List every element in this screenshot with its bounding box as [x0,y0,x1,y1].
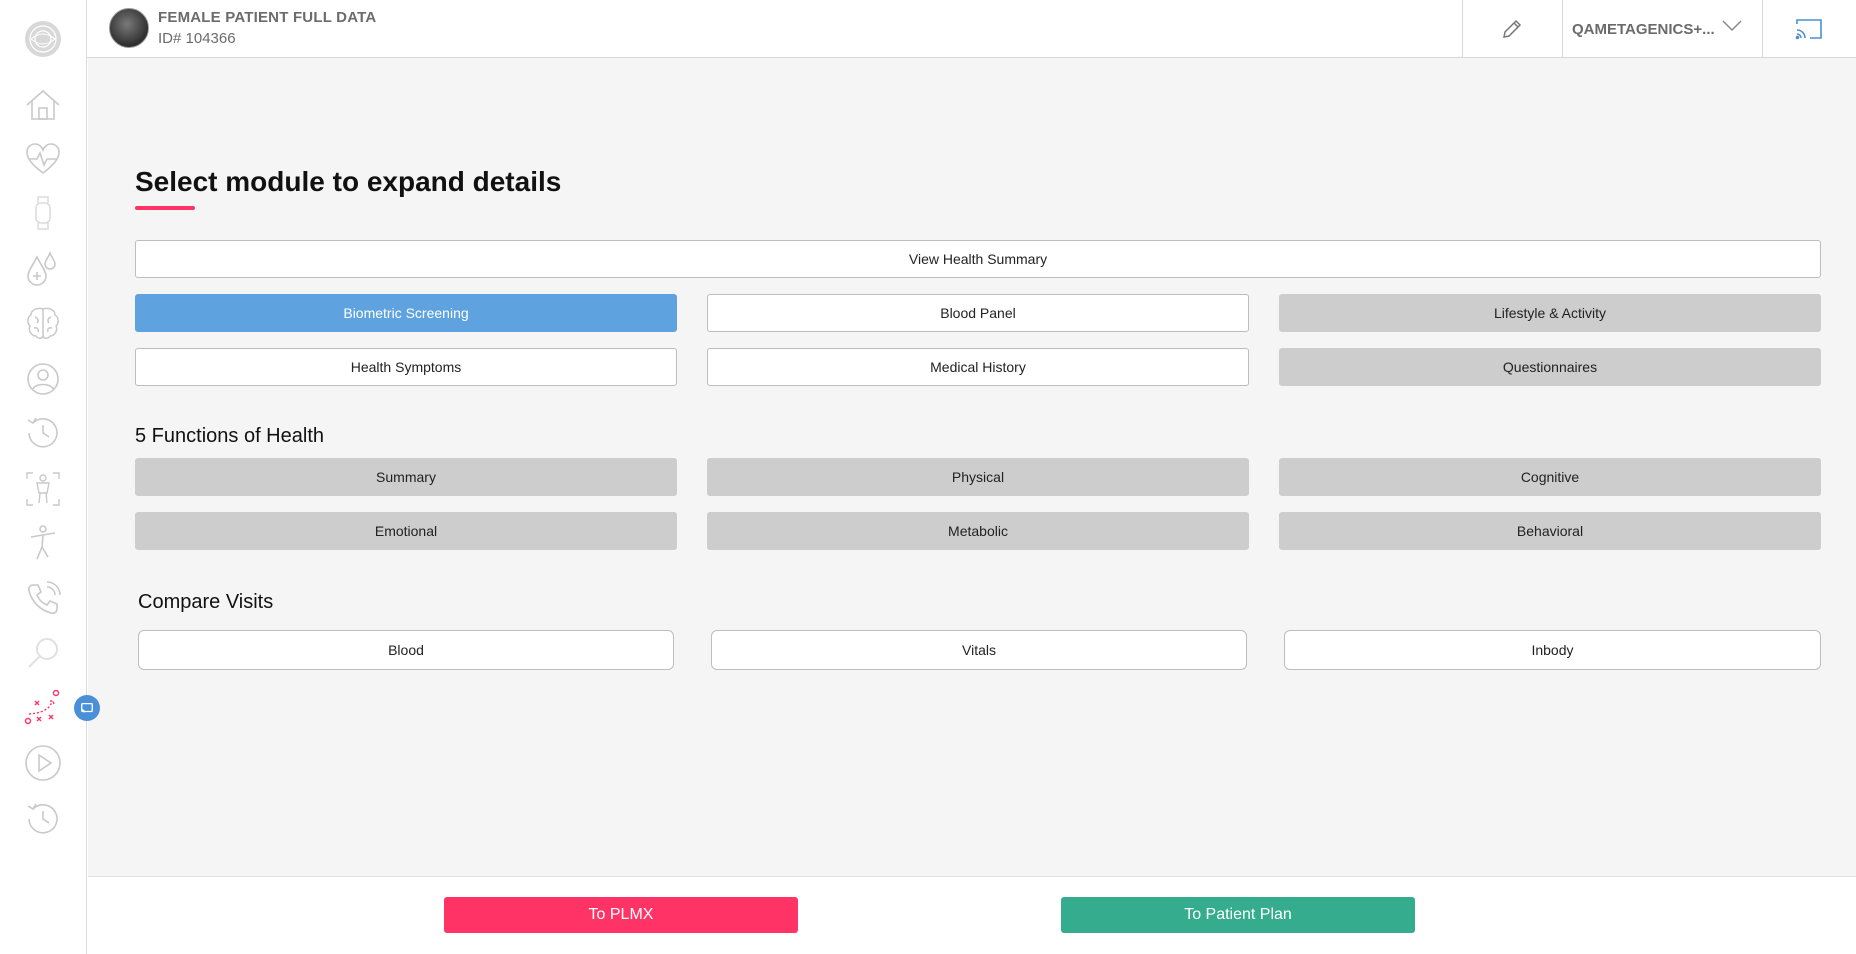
module-blood-panel[interactable]: Blood Panel [707,294,1249,332]
page-title: Select module to expand details [135,166,562,197]
patient-name: FEMALE PATIENT FULL DATA [158,9,377,26]
compare-visits-heading: Compare Visits [138,591,274,613]
brain-icon[interactable] [20,300,66,346]
wearable-icon[interactable] [20,190,66,236]
main-content: Select module to expand details View Hea… [88,58,1856,876]
view-health-summary-button[interactable]: View Health Summary [135,240,1821,278]
blood-drop-icon[interactable] [20,246,66,292]
patient-id: ID# 104366 [158,30,236,47]
heart-pulse-icon[interactable] [20,136,66,182]
chevron-down-icon [1722,20,1742,32]
divider [1762,0,1763,58]
function-metabolic[interactable]: Metabolic [707,512,1249,550]
footer: To PLMX To Patient Plan [88,876,1856,954]
avatar[interactable] [109,8,149,48]
functions-heading: 5 Functions of Health [135,425,324,447]
strategy-icon[interactable] [20,684,66,730]
pencil-icon [1503,19,1522,38]
sidebar [0,0,100,954]
module-biometric-screening[interactable]: Biometric Screening [135,294,677,332]
function-summary[interactable]: Summary [135,458,677,496]
compare-blood-button[interactable]: Blood [138,630,674,670]
org-dropdown[interactable]: QAMETAGENICS+... [1562,0,1762,58]
top-bar: FEMALE PATIENT FULL DATA ID# 104366 QAME… [87,0,1856,58]
divider [1462,0,1463,58]
module-medical-history[interactable]: Medical History [707,348,1249,386]
function-emotional[interactable]: Emotional [135,512,677,550]
module-health-symptoms[interactable]: Health Symptoms [135,348,677,386]
divider [1562,0,1563,58]
title-underline [135,206,195,210]
module-questionnaires[interactable]: Questionnaires [1279,348,1821,386]
user-icon[interactable] [20,356,66,402]
module-lifestyle-activity[interactable]: Lifestyle & Activity [1279,294,1821,332]
logo-icon[interactable] [20,16,66,62]
compare-vitals-button[interactable]: Vitals [711,630,1247,670]
to-patient-plan-button[interactable]: To Patient Plan [1061,897,1415,933]
activity-figure-icon[interactable] [20,520,66,566]
cast-icon [1795,19,1822,40]
history-icon[interactable] [20,410,66,456]
search-icon[interactable] [20,630,66,676]
function-physical[interactable]: Physical [707,458,1249,496]
home-icon[interactable] [20,82,66,128]
play-icon[interactable] [20,740,66,786]
body-scan-icon[interactable] [20,466,66,512]
org-label: QAMETAGENICS+... [1572,20,1715,38]
edit-button[interactable] [1462,0,1562,58]
phone-icon[interactable] [20,576,66,622]
cast-button[interactable] [1762,0,1856,58]
to-plmx-button[interactable]: To PLMX [444,897,798,933]
function-cognitive[interactable]: Cognitive [1279,458,1821,496]
history-icon[interactable] [20,796,66,842]
compare-inbody-button[interactable]: Inbody [1284,630,1821,670]
function-behavioral[interactable]: Behavioral [1279,512,1821,550]
cast-badge-icon[interactable] [74,695,100,721]
